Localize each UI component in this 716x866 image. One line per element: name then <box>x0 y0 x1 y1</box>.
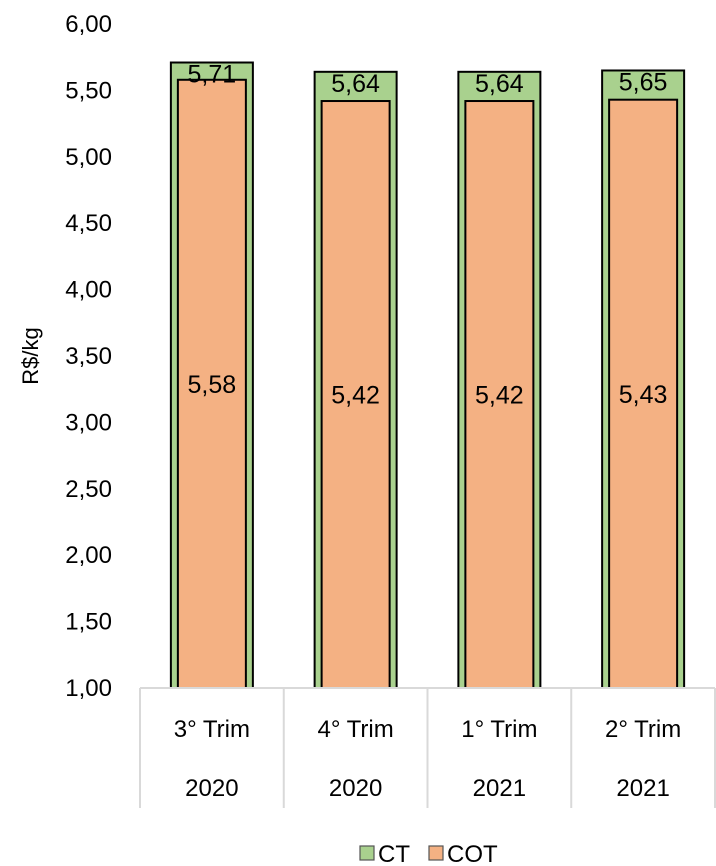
y-tick-label: 1,00 <box>65 675 112 702</box>
bar-cot <box>320 100 391 690</box>
x-tick-quarter: 2° Trim <box>605 716 681 743</box>
data-label-ct: 5,64 <box>331 70 380 98</box>
bar-cot <box>608 98 679 690</box>
data-label-ct: 5,64 <box>475 70 524 98</box>
data-labels: 5,71 5,58 5,64 5,42 5,64 5,42 5,65 5,43 <box>188 61 668 410</box>
x-tick-quarter: 4° Trim <box>317 716 393 743</box>
bars <box>169 61 686 690</box>
bar-cot <box>464 100 535 690</box>
legend-label-cot: COT <box>447 841 498 866</box>
data-label-cot: 5,42 <box>331 382 380 410</box>
y-tick-label: 4,00 <box>65 277 112 304</box>
x-tick-quarter: 1° Trim <box>461 716 537 743</box>
x-tick-quarter: 3° Trim <box>174 716 250 743</box>
y-axis-label: R$/kg <box>18 327 43 384</box>
x-axis: 3° Trim 2020 4° Trim 2020 1° Trim 2021 2° Trim… <box>139 687 716 808</box>
y-tick-label: 6,00 <box>65 11 112 38</box>
x-tick-year: 2020 <box>185 775 238 802</box>
x-tick-year: 2021 <box>473 775 526 802</box>
bar-cot <box>176 78 247 689</box>
legend-label-ct: CT <box>378 841 410 866</box>
y-tick-label: 3,00 <box>65 409 112 436</box>
legend: CT COT <box>359 841 498 866</box>
data-label-cot: 5,42 <box>475 382 524 410</box>
y-tick-label: 5,50 <box>65 77 112 104</box>
y-tick-label: 3,50 <box>65 343 112 370</box>
y-tick-label: 2,50 <box>65 476 112 503</box>
legend-swatch-ct <box>359 845 375 861</box>
y-tick-label: 1,50 <box>65 609 112 636</box>
x-tick-year: 2020 <box>329 775 382 802</box>
data-label-cot: 5,58 <box>188 371 237 399</box>
data-label-ct: 5,65 <box>619 68 668 96</box>
y-tick-label: 5,00 <box>65 144 112 171</box>
legend-swatch-cot <box>428 845 444 861</box>
data-label-cot: 5,43 <box>619 381 668 409</box>
data-label-ct: 5,71 <box>188 61 237 89</box>
y-tick-label: 2,00 <box>65 542 112 569</box>
y-axis: 1,00 1,50 2,00 2,50 3,00 3,50 4,00 4,50 5,00 5,50… <box>65 11 112 702</box>
y-tick-label: 4,50 <box>65 210 112 237</box>
x-tick-year: 2021 <box>616 775 669 802</box>
